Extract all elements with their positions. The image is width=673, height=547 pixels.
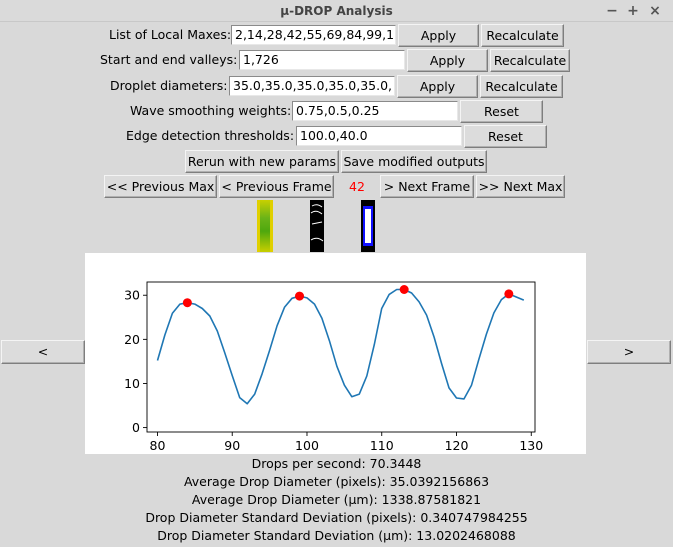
title-bar: µ-DROP Analysis − + × [0, 0, 673, 22]
avg-diameter-microns: Average Drop Diameter (µm): 1338.8758182… [191, 492, 482, 507]
edge-thresholds-reset-button[interactable]: Reset [464, 125, 547, 148]
sd-diameter-pixels: Drop Diameter Standard Deviation (pixels… [145, 510, 528, 525]
valleys-apply-button[interactable]: Apply [407, 49, 488, 72]
droplet-color-thumbnail [257, 200, 273, 252]
diameters-apply-button[interactable]: Apply [397, 75, 478, 98]
y-tick-label: 10 [124, 376, 140, 391]
smoothing-input[interactable]: 0.75,0.5,0.25 [292, 101, 458, 121]
diameters-input[interactable]: 35.0,35.0,35.0,35.0,35.0, [229, 76, 395, 96]
local-maxes-input[interactable]: 2,14,28,42,55,69,84,99,1 [231, 25, 396, 45]
smoothing-label: Wave smoothing weights: [130, 103, 292, 118]
y-tick-label: 0 [132, 420, 140, 435]
droplet-edge-thumbnail [310, 200, 324, 252]
minimize-icon[interactable]: − [606, 3, 618, 19]
x-tick-label: 90 [224, 438, 240, 453]
droplet-mask-thumbnail [361, 200, 375, 252]
y-tick-label: 30 [124, 288, 140, 303]
close-icon[interactable]: × [649, 3, 661, 19]
diameters-label: Droplet diameters: [110, 78, 228, 93]
previous-frame-button[interactable]: < Previous Frame [219, 175, 334, 198]
rerun-button[interactable]: Rerun with new params [185, 150, 339, 173]
next-max-button[interactable]: >> Next Max [476, 175, 565, 198]
previous-max-button[interactable]: << Previous Max [104, 175, 217, 198]
local-max-marker [504, 289, 514, 299]
window-title: µ-DROP Analysis [280, 4, 393, 18]
local-max-marker [182, 298, 192, 308]
valleys-label: Start and end valleys: [100, 52, 238, 67]
avg-diameter-pixels: Average Drop Diameter (pixels): 35.03921… [183, 474, 490, 489]
local-maxes-recalculate-button[interactable]: Recalculate [481, 24, 564, 47]
save-outputs-button[interactable]: Save modified outputs [341, 150, 487, 173]
x-tick-label: 110 [370, 438, 394, 453]
droplet-wave-chart: 0 10 20 30 80 90 100 110 120 130 [85, 253, 586, 454]
local-maxes-label: List of Local Maxes: [109, 27, 232, 42]
y-tick-label: 20 [124, 332, 140, 347]
x-tick-label: 120 [445, 438, 469, 453]
x-tick-label: 80 [150, 438, 166, 453]
x-tick-label: 130 [519, 438, 543, 453]
smoothing-reset-button[interactable]: Reset [460, 100, 543, 123]
maximize-icon[interactable]: + [627, 3, 639, 19]
right-arrow-button[interactable]: > [587, 340, 671, 364]
valleys-input[interactable]: 1,726 [239, 50, 405, 70]
left-arrow-button[interactable]: < [1, 340, 85, 364]
sd-diameter-microns: Drop Diameter Standard Deviation (µm): 1… [157, 528, 516, 543]
valleys-recalculate-button[interactable]: Recalculate [490, 49, 570, 72]
local-max-marker [399, 285, 409, 294]
wave-series-line [156, 288, 525, 405]
x-tick-label: 100 [295, 438, 319, 453]
edge-thresholds-input[interactable]: 100.0,40.0 [296, 126, 462, 146]
drops-per-second: Drops per second: 70.3448 [251, 456, 422, 471]
local-maxes-apply-button[interactable]: Apply [398, 24, 479, 47]
diameters-recalculate-button[interactable]: Recalculate [480, 75, 563, 98]
frame-number: 42 [349, 179, 365, 194]
next-frame-button[interactable]: > Next Frame [380, 175, 474, 198]
local-max-marker [295, 291, 305, 301]
edge-thresholds-label: Edge detection thresholds: [126, 128, 295, 143]
